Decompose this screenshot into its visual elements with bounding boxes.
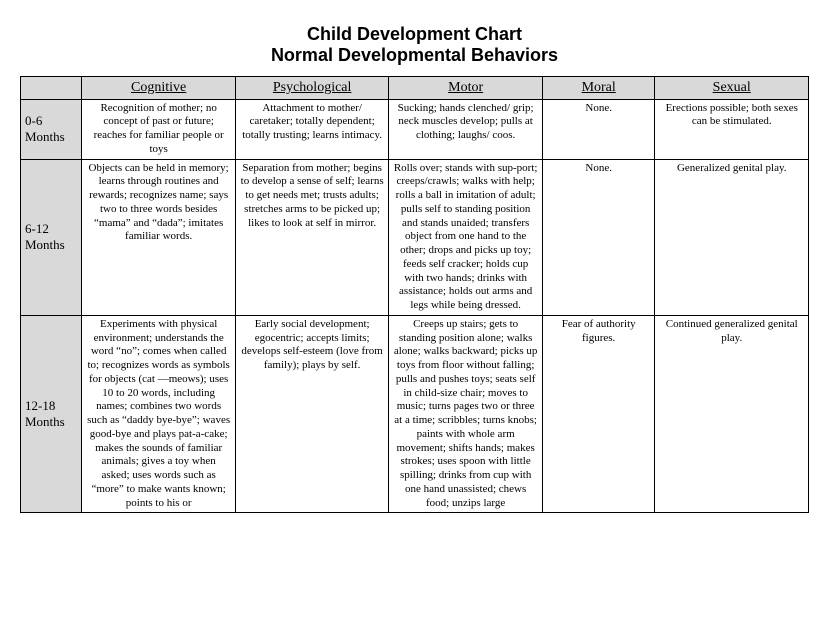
cell-psychological: Attachment to mother/ caretaker; totally… bbox=[235, 99, 389, 159]
cell-sexual: Generalized genital play. bbox=[655, 159, 809, 315]
table-row: 0-6 Months Recognition of mother; no con… bbox=[21, 99, 809, 159]
development-table: Cognitive Psychological Motor Moral Sexu… bbox=[20, 76, 809, 513]
table-row: 6-12 Months Objects can be held in memor… bbox=[21, 159, 809, 315]
header-blank bbox=[21, 77, 82, 100]
cell-motor: Creeps up stairs; gets to standing posit… bbox=[389, 315, 543, 513]
row-age: 12-18 Months bbox=[21, 315, 82, 513]
cell-psychological: Early social development; egocentric; ac… bbox=[235, 315, 389, 513]
row-age: 6-12 Months bbox=[21, 159, 82, 315]
header-cognitive: Cognitive bbox=[82, 77, 236, 100]
header-moral: Moral bbox=[542, 77, 655, 100]
header-psychological: Psychological bbox=[235, 77, 389, 100]
cell-psychological: Separation from mother; begins to develo… bbox=[235, 159, 389, 315]
cell-cognitive: Recognition of mother; no concept of pas… bbox=[82, 99, 236, 159]
cell-motor: Sucking; hands clenched/ grip; neck musc… bbox=[389, 99, 543, 159]
cell-motor: Rolls over; stands with sup-port; creeps… bbox=[389, 159, 543, 315]
cell-sexual: Erections possible; both sexes can be st… bbox=[655, 99, 809, 159]
cell-moral: None. bbox=[542, 99, 655, 159]
header-motor: Motor bbox=[389, 77, 543, 100]
page-title-line2: Normal Developmental Behaviors bbox=[20, 45, 809, 66]
header-sexual: Sexual bbox=[655, 77, 809, 100]
cell-moral: None. bbox=[542, 159, 655, 315]
table-header-row: Cognitive Psychological Motor Moral Sexu… bbox=[21, 77, 809, 100]
table-row: 12-18 Months Experiments with physical e… bbox=[21, 315, 809, 513]
cell-cognitive: Experiments with physical environment; u… bbox=[82, 315, 236, 513]
row-age: 0-6 Months bbox=[21, 99, 82, 159]
cell-cognitive: Objects can be held in memory; learns th… bbox=[82, 159, 236, 315]
cell-moral: Fear of authority figures. bbox=[542, 315, 655, 513]
cell-sexual: Continued generalized genital play. bbox=[655, 315, 809, 513]
page-title-line1: Child Development Chart bbox=[20, 24, 809, 45]
